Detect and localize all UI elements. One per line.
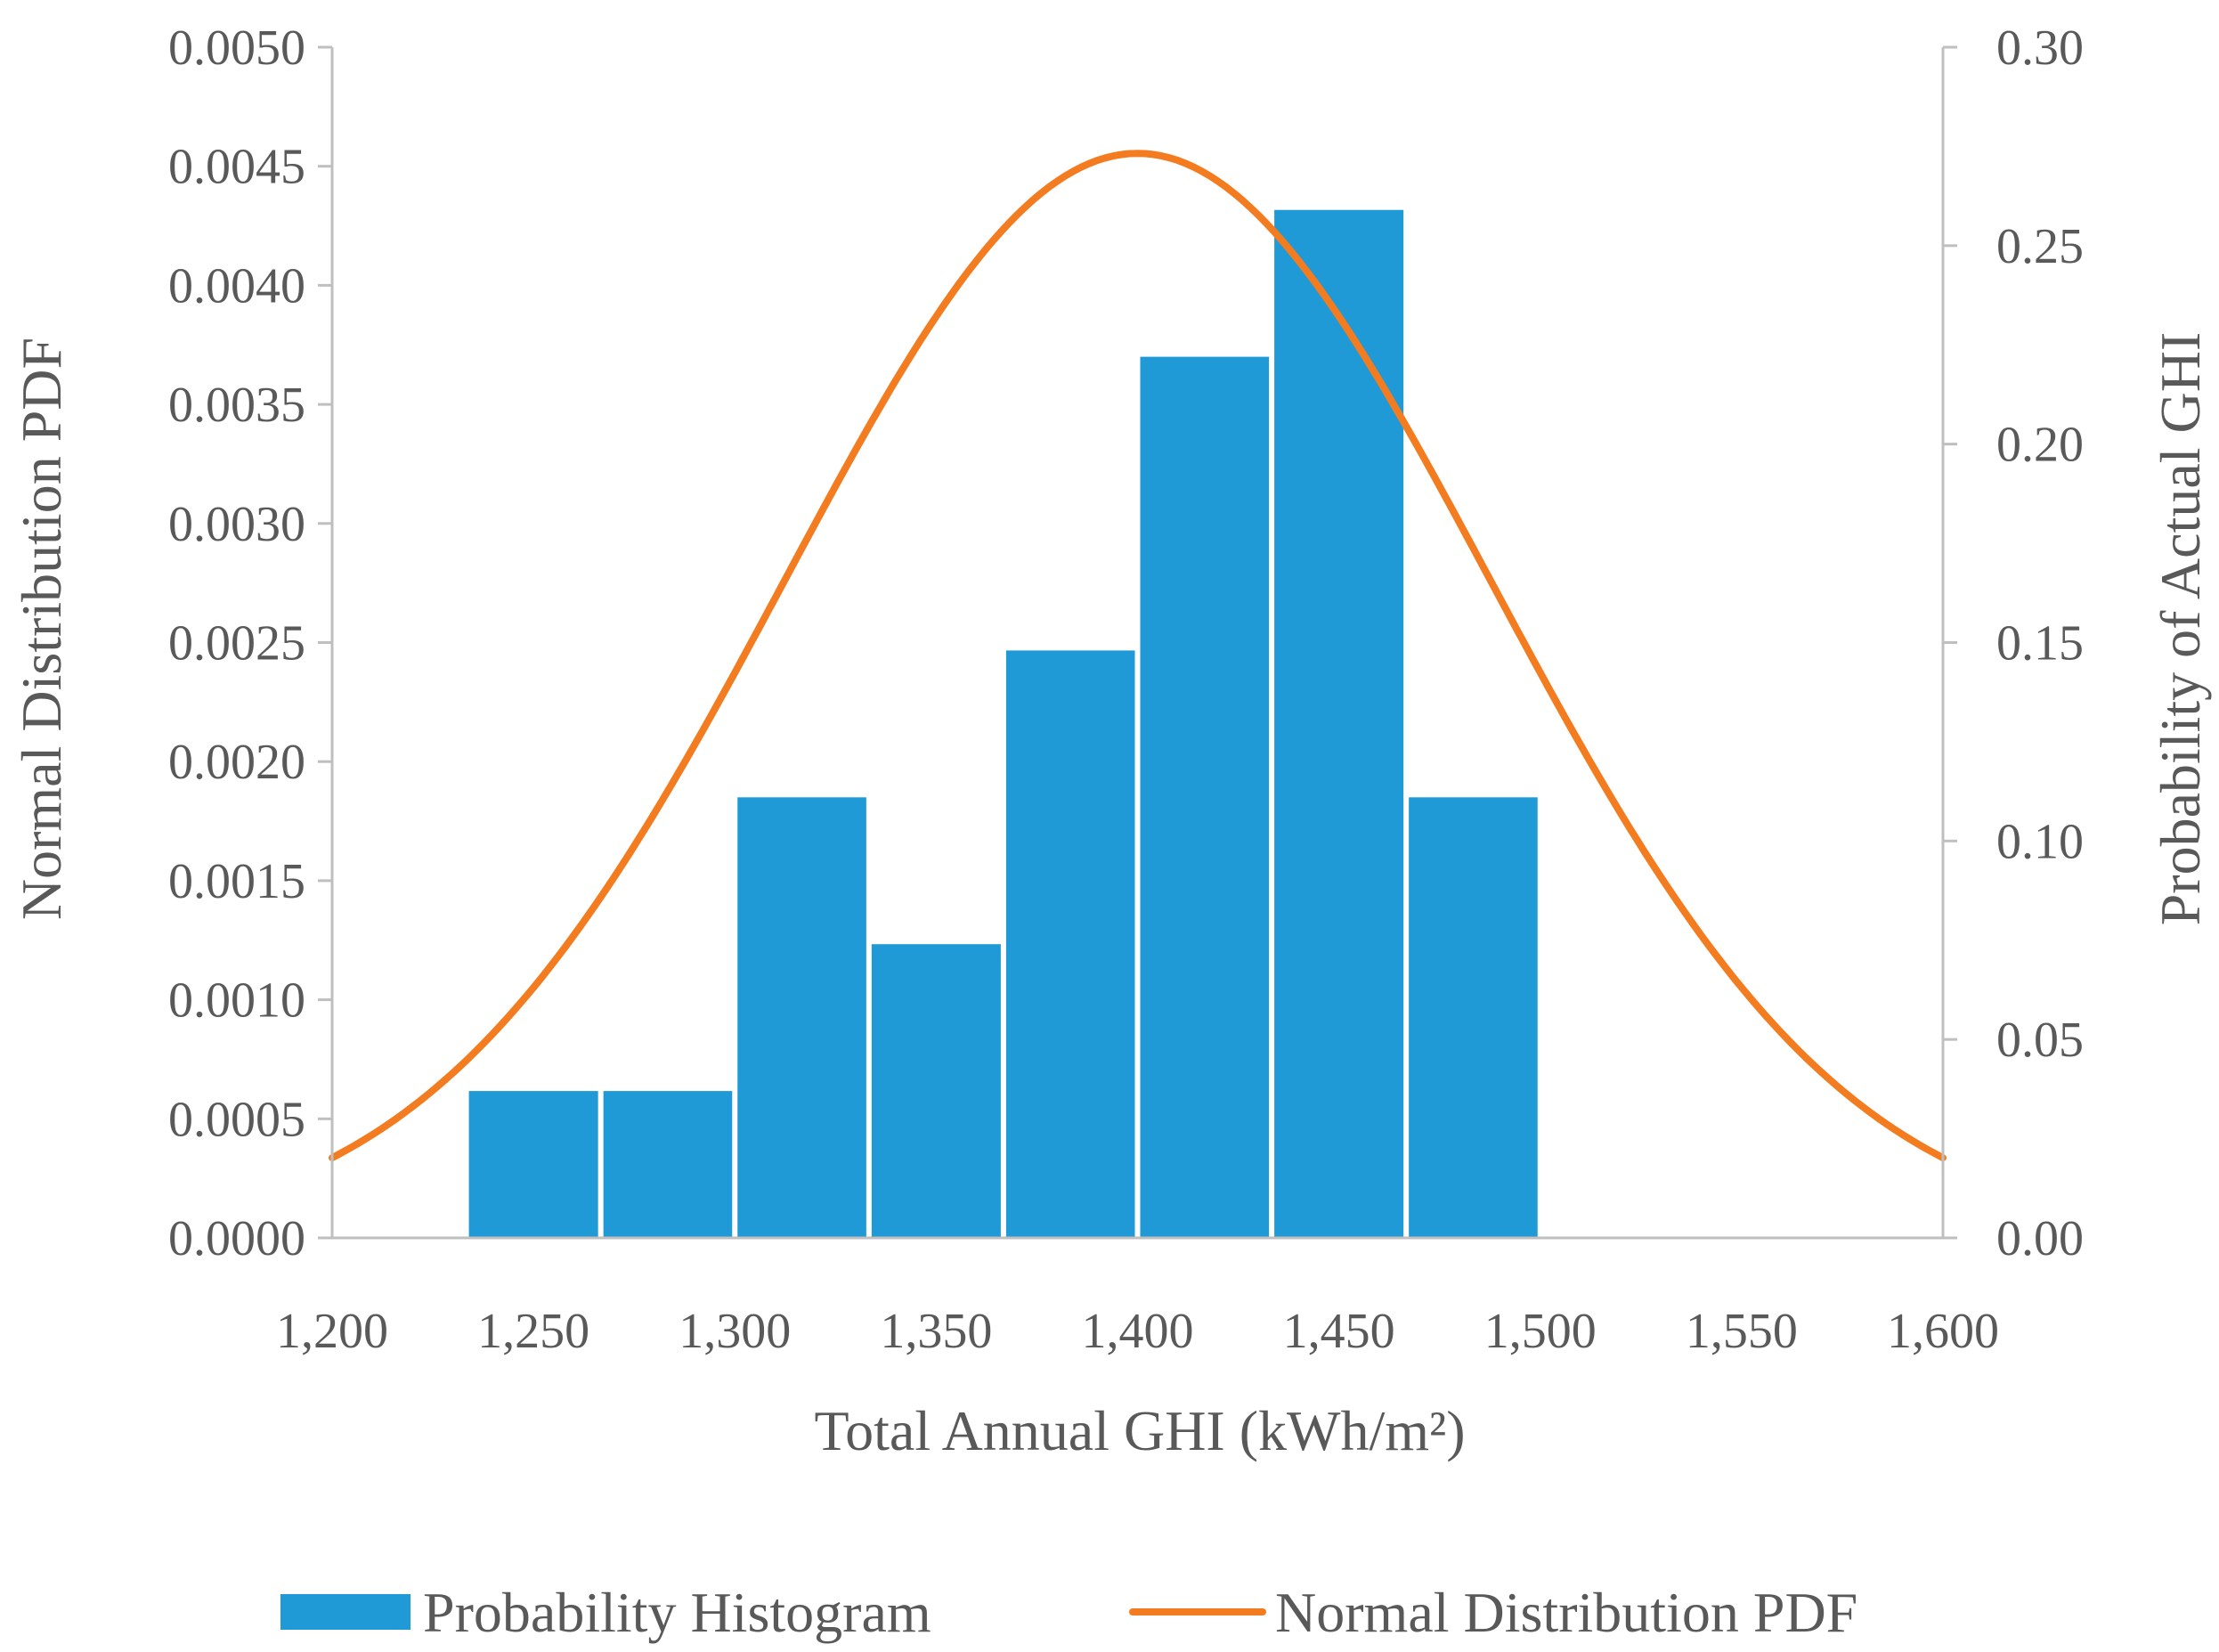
- y-left-tick-label: 0.0025: [168, 616, 305, 671]
- x-tick-label: 1,400: [1082, 1304, 1194, 1359]
- x-axis-title: Total Annual GHI (kWh/m²): [815, 1399, 1466, 1462]
- axes: 0.0000 0.0005 0.0010 0.0015 0.0020 0.0025 0.00…: [168, 20, 2084, 1359]
- x-tick-label: 1,200: [276, 1304, 388, 1359]
- y-right-tick-label: 0.20: [1996, 418, 2084, 473]
- x-tick-label: 1,250: [477, 1304, 589, 1359]
- y-left-tick-label: 0.0040: [168, 258, 305, 313]
- y-right-tick-label: 0.15: [1996, 616, 2084, 671]
- histogram-bar-3: [737, 797, 866, 1238]
- x-tick-label: 1,550: [1686, 1304, 1798, 1359]
- y-left-tick-label: 0.0015: [168, 854, 305, 909]
- y-left-tick-label: 0.0020: [168, 735, 305, 790]
- legend: Probability Histogram Normal Distributio…: [280, 1581, 1857, 1644]
- y-right-axis-title: Probability of Actual GHI: [2149, 332, 2212, 926]
- y-left-axis-title: Normal Distribution PDF: [10, 338, 73, 920]
- histogram-bar-7: [1274, 209, 1404, 1238]
- x-tick-label: 1,300: [679, 1304, 791, 1359]
- legend-label-pdf: Normal Distribution PDF: [1275, 1581, 1857, 1644]
- histogram-bar-8: [1409, 797, 1538, 1238]
- histogram-bar-2: [603, 1091, 733, 1238]
- x-tick-label: 1,350: [880, 1304, 992, 1359]
- histogram-bar-5: [1005, 650, 1135, 1238]
- y-left-tick-label: 0.0000: [168, 1211, 305, 1266]
- legend-label-histogram: Probability Histogram: [423, 1581, 931, 1644]
- histogram-bar-1: [468, 1091, 598, 1238]
- pdf-curve: [329, 150, 1947, 1162]
- histogram-bar-6: [1140, 356, 1270, 1238]
- x-tick-label: 1,450: [1283, 1304, 1395, 1359]
- x-tick-label: 1,600: [1887, 1304, 1999, 1359]
- histogram-bars: [468, 209, 1538, 1238]
- y-right-tick-label: 0.25: [1996, 219, 2084, 274]
- x-tick-label: 1,500: [1484, 1304, 1597, 1359]
- y-left-tick-label: 0.0035: [168, 378, 305, 433]
- legend-swatch-histogram: [280, 1594, 410, 1630]
- y-left-tick-label: 0.0045: [168, 140, 305, 195]
- y-left-tick-label: 0.0010: [168, 973, 305, 1029]
- y-right-tick-label: 0.30: [1996, 20, 2084, 76]
- y-left-tick-label: 0.0030: [168, 497, 305, 552]
- y-left-tick-label: 0.0050: [168, 20, 305, 76]
- y-right-tick-label: 0.00: [1996, 1211, 2084, 1266]
- y-right-tick-label: 0.10: [1996, 814, 2084, 869]
- y-right-tick-label: 0.05: [1996, 1013, 2084, 1068]
- histogram-bar-4: [871, 944, 1001, 1238]
- y-left-tick-label: 0.0005: [168, 1092, 305, 1147]
